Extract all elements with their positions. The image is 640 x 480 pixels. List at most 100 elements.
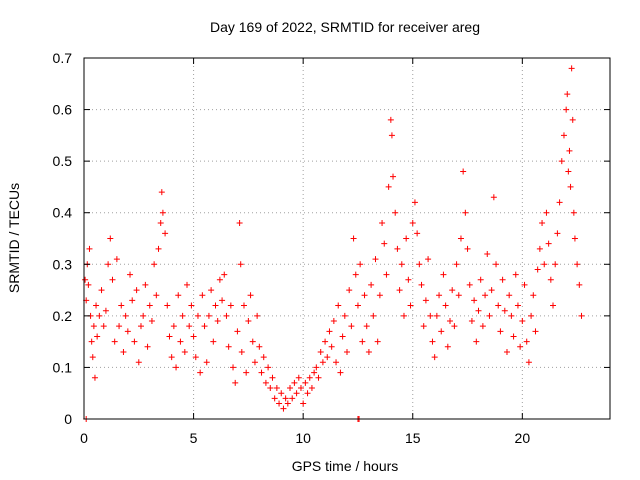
data-point bbox=[444, 343, 451, 350]
data-point bbox=[547, 276, 554, 283]
data-point bbox=[238, 348, 245, 355]
data-point bbox=[488, 287, 495, 294]
x-axis-label: GPS time / hours bbox=[292, 458, 399, 474]
data-point bbox=[230, 364, 237, 371]
data-point bbox=[225, 343, 232, 350]
data-point bbox=[484, 250, 491, 257]
data-point bbox=[280, 405, 287, 412]
data-point bbox=[243, 369, 250, 376]
data-point bbox=[433, 312, 440, 319]
data-point bbox=[317, 348, 324, 355]
data-point bbox=[205, 312, 212, 319]
data-point bbox=[265, 364, 272, 371]
data-point bbox=[381, 240, 388, 247]
data-point bbox=[188, 302, 195, 309]
data-point bbox=[90, 323, 97, 330]
data-point bbox=[322, 338, 329, 345]
data-point bbox=[418, 281, 425, 288]
data-point bbox=[88, 338, 95, 345]
data-point bbox=[372, 256, 379, 263]
data-point bbox=[363, 323, 370, 330]
data-point bbox=[564, 91, 571, 98]
data-point bbox=[102, 307, 109, 314]
data-point bbox=[414, 230, 421, 237]
data-point bbox=[574, 261, 581, 268]
x-tick-label: 0 bbox=[80, 430, 88, 446]
data-point bbox=[436, 292, 443, 299]
data-point bbox=[302, 379, 309, 386]
data-point bbox=[144, 343, 151, 350]
data-point bbox=[385, 183, 392, 190]
data-point bbox=[560, 132, 567, 139]
data-point bbox=[168, 354, 175, 361]
data-point bbox=[453, 261, 460, 268]
data-point bbox=[409, 220, 416, 227]
data-point bbox=[173, 364, 180, 371]
data-point bbox=[311, 369, 318, 376]
data-point bbox=[170, 323, 177, 330]
data-point bbox=[105, 261, 112, 268]
data-point bbox=[273, 385, 280, 392]
data-point bbox=[240, 302, 247, 309]
data-point bbox=[210, 338, 217, 345]
data-point bbox=[258, 369, 265, 376]
data-point bbox=[493, 261, 500, 268]
data-point bbox=[127, 271, 134, 278]
data-point bbox=[387, 116, 394, 123]
data-point bbox=[256, 343, 263, 350]
data-point bbox=[133, 287, 140, 294]
data-point bbox=[361, 292, 368, 299]
data-point bbox=[447, 318, 454, 325]
data-point bbox=[545, 240, 552, 247]
data-point bbox=[567, 183, 574, 190]
data-point bbox=[159, 209, 166, 216]
data-point bbox=[267, 385, 274, 392]
y-tick-label: 0.7 bbox=[53, 50, 73, 66]
data-point bbox=[319, 359, 326, 366]
data-point bbox=[122, 312, 129, 319]
data-point bbox=[245, 318, 252, 325]
data-point bbox=[186, 323, 193, 330]
data-point bbox=[155, 245, 162, 252]
data-point bbox=[262, 379, 269, 386]
data-point bbox=[100, 323, 107, 330]
data-point bbox=[328, 343, 335, 350]
data-point bbox=[166, 333, 173, 340]
data-point bbox=[295, 374, 302, 381]
data-point bbox=[427, 312, 434, 319]
data-point bbox=[324, 354, 331, 361]
data-point bbox=[486, 312, 493, 319]
data-point bbox=[269, 374, 276, 381]
data-point bbox=[471, 297, 478, 304]
data-point bbox=[466, 281, 473, 288]
data-point bbox=[184, 281, 191, 288]
data-point bbox=[254, 312, 261, 319]
data-point bbox=[440, 271, 447, 278]
data-point bbox=[506, 292, 513, 299]
data-point bbox=[291, 379, 298, 386]
data-point bbox=[164, 302, 171, 309]
x-tick-label: 5 bbox=[190, 430, 198, 446]
y-axis-label: SRMTID / TECUs bbox=[6, 183, 22, 293]
data-point bbox=[129, 297, 136, 304]
data-point bbox=[396, 287, 403, 294]
y-tick-label: 0.1 bbox=[53, 359, 73, 375]
data-point bbox=[566, 147, 573, 154]
data-point bbox=[234, 328, 241, 335]
data-point bbox=[346, 287, 353, 294]
axis-ticks: 0 0.1 0.2 0.3 0.4 0.5 0.6 0.7 0 5 10 15 20 bbox=[53, 50, 610, 446]
data-point bbox=[565, 168, 572, 175]
data-point bbox=[519, 318, 526, 325]
data-point bbox=[98, 287, 105, 294]
data-point bbox=[181, 348, 188, 355]
data-point bbox=[297, 385, 304, 392]
data-point bbox=[158, 189, 165, 196]
data-point bbox=[337, 369, 344, 376]
data-point bbox=[276, 400, 283, 407]
data-point bbox=[374, 338, 381, 345]
data-point bbox=[111, 338, 118, 345]
data-point bbox=[359, 338, 366, 345]
data-point bbox=[568, 65, 575, 72]
data-point bbox=[532, 328, 539, 335]
